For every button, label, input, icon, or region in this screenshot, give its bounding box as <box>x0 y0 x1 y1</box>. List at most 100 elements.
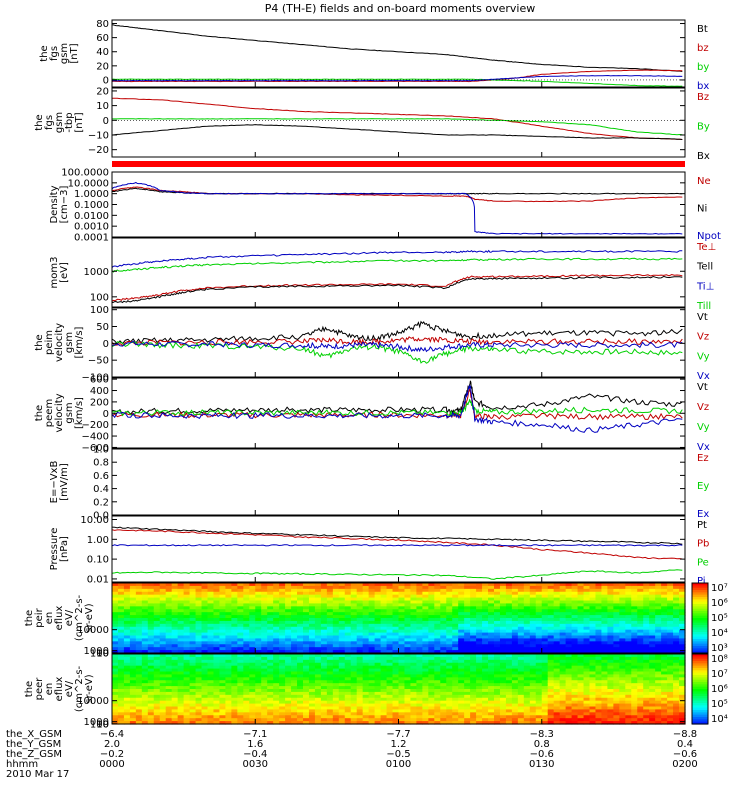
heatmap-cell <box>595 650 603 654</box>
heatmap-cell <box>571 612 579 616</box>
heatmap-cell <box>243 585 250 590</box>
heatmap-cell <box>291 609 298 613</box>
heatmap-cell <box>577 591 585 596</box>
heatmap-cell <box>243 635 250 640</box>
y-axis-label: [mV/m] <box>59 463 70 501</box>
heatmap-cell <box>440 594 447 599</box>
heatmap-cell <box>129 659 137 664</box>
figure-title: P4 (TH-E) fields and on-board moments ov… <box>265 2 536 15</box>
heatmap-cell <box>314 677 322 681</box>
heatmap-cell <box>237 662 244 667</box>
heatmap-cell <box>595 612 603 616</box>
heatmap-cell <box>141 629 149 634</box>
heatmap-cell <box>368 629 376 634</box>
heatmap-cell <box>297 638 304 642</box>
heatmap-cell <box>153 662 161 667</box>
heatmap-cell <box>661 615 668 619</box>
heatmap-cell <box>535 632 543 637</box>
heatmap-cell <box>249 632 256 637</box>
heatmap-cell <box>195 635 203 640</box>
heatmap-cell <box>667 638 674 642</box>
heatmap-cell <box>595 703 603 708</box>
heatmap-cell <box>350 609 358 613</box>
heatmap-cell <box>416 659 423 664</box>
heatmap-cell <box>189 665 197 670</box>
heatmap-cell <box>237 635 244 640</box>
heatmap-cell <box>362 588 370 593</box>
heatmap-cell <box>386 626 394 631</box>
heatmap-cell <box>470 686 477 690</box>
heatmap-cell <box>344 603 352 607</box>
heatmap-cell <box>589 715 597 719</box>
heatmap-cell <box>291 718 298 722</box>
heatmap-cell <box>320 650 328 654</box>
heatmap-cell <box>428 709 435 713</box>
heatmap-cell <box>434 683 441 687</box>
heatmap-cell <box>314 680 322 684</box>
colorbar-segment <box>692 639 708 642</box>
heatmap-cell <box>661 650 668 654</box>
heatmap-cell <box>565 683 573 687</box>
heatmap-cell <box>511 691 519 696</box>
heatmap-cell <box>153 623 161 628</box>
heatmap-cell <box>177 665 185 670</box>
heatmap-cell <box>267 615 274 619</box>
heatmap-cell <box>541 668 549 673</box>
heatmap-cell <box>553 691 561 696</box>
y-axis-label: [nT] <box>74 112 85 132</box>
heatmap-cell <box>523 597 531 602</box>
colorbar-segment <box>692 696 708 699</box>
heatmap-cell <box>571 620 579 625</box>
heatmap-cell <box>476 712 483 716</box>
heatmap-cell <box>613 588 620 593</box>
heatmap-cell <box>559 618 567 622</box>
heatmap-cell <box>643 641 650 645</box>
heatmap-cell <box>189 703 197 708</box>
heatmap-cell <box>440 585 447 590</box>
heatmap-cell <box>541 697 549 702</box>
heatmap-cell <box>344 644 352 648</box>
heatmap-cell <box>219 641 227 645</box>
heatmap-cell <box>464 718 471 722</box>
heatmap-cell <box>165 650 173 654</box>
heatmap-cell <box>195 612 203 616</box>
heatmap-cell <box>320 588 328 593</box>
heatmap-cell <box>195 694 203 699</box>
heatmap-cell <box>303 623 310 628</box>
heatmap-cell <box>261 674 268 678</box>
heatmap-cell <box>505 638 513 642</box>
heatmap-cell <box>112 665 119 670</box>
heatmap-cell <box>362 609 370 613</box>
heatmap-cell <box>655 683 662 687</box>
heatmap-cell <box>249 623 256 628</box>
heatmap-cell <box>344 583 352 587</box>
heatmap-cell <box>219 665 227 670</box>
heatmap-cell <box>129 629 137 634</box>
heatmap-cell <box>619 662 626 667</box>
heatmap-cell <box>625 721 632 725</box>
heatmap-cell <box>595 606 603 610</box>
heatmap-cell <box>165 606 173 610</box>
heatmap-cell <box>153 638 161 642</box>
heatmap-cell <box>326 647 334 651</box>
heatmap-cell <box>422 623 429 628</box>
heatmap-cell <box>571 641 579 645</box>
heatmap-cell <box>320 680 328 684</box>
colorbar-label: 10⁴ <box>711 628 728 639</box>
heatmap-cell <box>428 668 435 673</box>
heatmap-cell <box>583 677 591 681</box>
heatmap-cell <box>129 656 137 661</box>
heatmap-cell <box>416 618 423 622</box>
heatmap-cell <box>374 609 382 613</box>
heatmap-cell <box>529 635 537 640</box>
heatmap-cell <box>338 654 346 658</box>
heatmap-cell <box>147 583 155 587</box>
heatmap-cell <box>320 629 328 634</box>
heatmap-cell <box>255 674 262 678</box>
heatmap-cell <box>255 686 262 690</box>
heatmap-cell <box>404 689 412 693</box>
heatmap-cell <box>464 606 471 610</box>
heatmap-cell <box>637 644 644 648</box>
heatmap-cell <box>535 585 543 590</box>
heatmap-cell <box>147 585 155 590</box>
